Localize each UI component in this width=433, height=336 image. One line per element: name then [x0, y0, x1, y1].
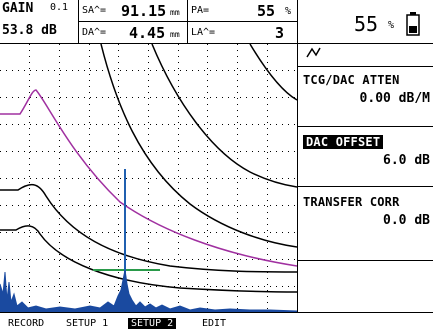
amplitude-unit: %	[388, 20, 395, 31]
param-dac-offset[interactable]: DAC OFFSET 6.0 dB	[298, 126, 433, 186]
readout-row-2: DA^= 4.45 mm LA^= 3	[79, 22, 297, 44]
param-value: 0.00 dB/M	[359, 91, 430, 106]
amplitude-value: 55	[354, 12, 379, 36]
rectification-icon	[306, 47, 321, 58]
sa-unit: mm	[170, 8, 180, 17]
param-transfer-corr[interactable]: TRANSFER CORR 0.0 dB	[298, 186, 433, 312]
a-scan-signal	[0, 269, 297, 312]
param-value: 0.0 dB	[383, 213, 430, 228]
reference-curve	[0, 89, 297, 267]
battery-icon	[406, 12, 420, 36]
header-bar: GAIN 0.1 53.8 dB SA^= 91.15 mm PA= 55 % …	[0, 0, 433, 44]
tab-record[interactable]: RECORD	[8, 318, 45, 329]
a-scan-display[interactable]	[0, 44, 297, 312]
gain-readout: GAIN 0.1 53.8 dB	[0, 0, 79, 44]
pa-unit: %	[285, 6, 292, 17]
tab-setup-2[interactable]: SETUP 2	[128, 318, 177, 329]
tab-setup-1[interactable]: SETUP 1	[66, 318, 109, 329]
da-unit: mm	[170, 30, 180, 39]
pa-label: PA=	[191, 5, 210, 16]
dac-curve-5	[0, 225, 297, 293]
da-value: 4.45	[129, 24, 166, 42]
gain-label: GAIN	[2, 1, 34, 16]
param-label: TRANSFER CORR	[303, 195, 400, 209]
param-label: TCG/DAC ATTEN	[303, 73, 400, 87]
param-empty-slot	[298, 260, 433, 312]
param-tcg-dac-atten[interactable]: TCG/DAC ATTEN 0.00 dB/M	[298, 66, 433, 126]
amplitude-box: 55 %	[298, 0, 433, 44]
parameter-panel: 55 % TCG/DAC ATTEN 0.00 dB/M DAC OFFSET …	[297, 0, 433, 312]
gain-step: 0.1	[50, 2, 69, 13]
dac-curve-3	[249, 44, 297, 101]
la-label: LA^=	[191, 27, 216, 38]
readout-row-1: SA^= 91.15 mm PA= 55 %	[79, 0, 297, 22]
da-label: DA^=	[82, 27, 107, 38]
dac-curves	[0, 44, 297, 293]
la-value: 3	[275, 24, 285, 42]
pa-value: 55	[257, 2, 276, 20]
tab-edit[interactable]: EDIT	[202, 318, 227, 329]
sa-value: 91.15	[121, 2, 167, 20]
readout-divider	[187, 0, 188, 44]
measurement-readouts: SA^= 91.15 mm PA= 55 % DA^= 4.45 mm LA^=…	[79, 0, 297, 44]
sa-label: SA^=	[82, 5, 107, 16]
menu-bar: RECORD SETUP 1 SETUP 2 EDIT	[0, 312, 433, 336]
a-scan-background	[0, 44, 297, 312]
param-value: 6.0 dB	[383, 153, 430, 168]
dac-curve-4	[0, 183, 297, 273]
dac-curve-2	[151, 44, 297, 188]
dac-curve-1	[100, 44, 297, 248]
gain-value: 53.8 dB	[2, 23, 57, 38]
param-label-selected: DAC OFFSET	[303, 135, 384, 149]
